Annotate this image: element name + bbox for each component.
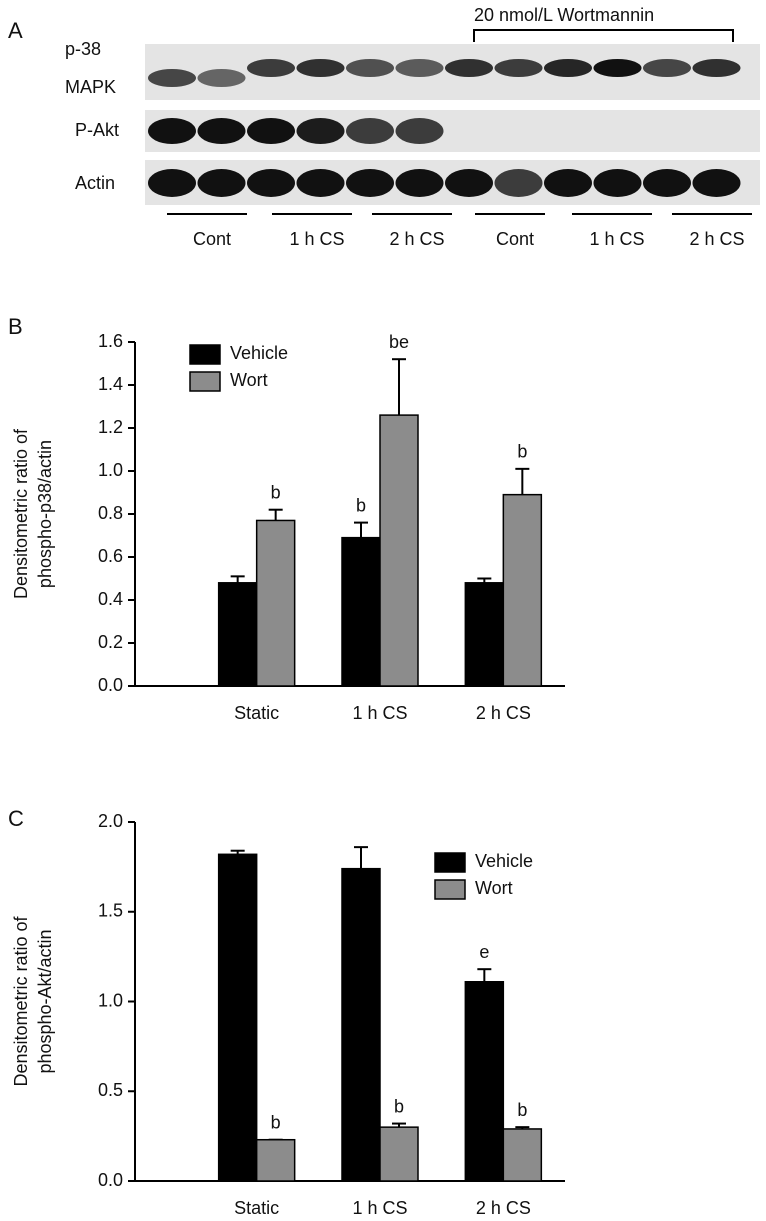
legend-label: Vehicle bbox=[475, 851, 533, 871]
y-axis-label: phospho-p38/actin bbox=[35, 440, 55, 588]
panel-letter: B bbox=[8, 314, 23, 339]
y-tick-label: 0.0 bbox=[98, 675, 123, 695]
bar bbox=[255, 519, 296, 687]
bar bbox=[379, 414, 419, 687]
blot-band bbox=[197, 69, 246, 87]
blot-band bbox=[247, 59, 295, 77]
lane-group-label: 1 h CS bbox=[289, 229, 344, 249]
y-tick-label: 0.0 bbox=[98, 1170, 123, 1190]
blot-band bbox=[197, 169, 246, 197]
x-tick-label: 1 h CS bbox=[352, 1198, 407, 1218]
blot-band bbox=[296, 59, 345, 77]
y-tick-label: 2.0 bbox=[98, 811, 123, 831]
blot-band bbox=[544, 59, 592, 77]
significance-label: e bbox=[479, 942, 489, 962]
bar bbox=[379, 1126, 419, 1182]
row-label: Actin bbox=[75, 173, 115, 193]
legend-swatch bbox=[434, 852, 466, 873]
blot-band bbox=[643, 169, 691, 197]
blot-band bbox=[395, 169, 444, 197]
blot-band bbox=[148, 69, 196, 87]
significance-label: b bbox=[271, 482, 281, 502]
bar bbox=[255, 1138, 296, 1182]
lane-group-label: 2 h CS bbox=[689, 229, 744, 249]
lane-group-label: 1 h CS bbox=[589, 229, 644, 249]
blot-band bbox=[445, 59, 493, 77]
x-tick-label: Static bbox=[234, 703, 279, 723]
bar bbox=[341, 536, 381, 687]
y-tick-label: 0.6 bbox=[98, 546, 123, 566]
blot-band bbox=[445, 169, 493, 197]
bar bbox=[464, 582, 505, 687]
blot-band bbox=[346, 169, 394, 197]
row-label: MAPK bbox=[65, 77, 116, 97]
bar bbox=[502, 493, 543, 687]
x-tick-label: 2 h CS bbox=[476, 1198, 531, 1218]
blot-band bbox=[148, 169, 196, 197]
bar bbox=[464, 981, 505, 1182]
row-label: P-Akt bbox=[75, 120, 119, 140]
y-tick-label: 0.2 bbox=[98, 632, 123, 652]
blot-band bbox=[494, 59, 543, 77]
blot-band bbox=[247, 118, 295, 144]
y-tick-label: 0.8 bbox=[98, 503, 123, 523]
bar bbox=[217, 582, 258, 687]
y-tick-label: 0.5 bbox=[98, 1080, 123, 1100]
lane-group-label: 2 h CS bbox=[389, 229, 444, 249]
legend-swatch bbox=[189, 371, 221, 392]
blot-band bbox=[593, 59, 642, 77]
legend-label: Vehicle bbox=[230, 343, 288, 363]
significance-label: b bbox=[394, 1096, 404, 1116]
blot-band bbox=[296, 169, 345, 197]
significance-label: b bbox=[356, 495, 366, 515]
y-axis-label: Densitometric ratio of bbox=[11, 428, 31, 599]
blot-band bbox=[692, 59, 741, 77]
blot-band bbox=[346, 59, 394, 77]
blot-band bbox=[692, 169, 741, 197]
significance-label: b bbox=[271, 1112, 281, 1132]
panel-letter: A bbox=[8, 18, 23, 43]
row-label: p-38 bbox=[65, 39, 101, 59]
y-axis-label: Densitometric ratio of bbox=[11, 915, 31, 1086]
panel-letter: C bbox=[8, 806, 24, 831]
blot-band bbox=[296, 118, 345, 144]
y-tick-label: 0.4 bbox=[98, 589, 123, 609]
y-axis-label: phospho-Akt/actin bbox=[35, 929, 55, 1073]
bracket bbox=[473, 29, 734, 42]
blot-band bbox=[593, 169, 642, 197]
y-tick-label: 1.2 bbox=[98, 417, 123, 437]
blot-band bbox=[346, 118, 394, 144]
blot-band bbox=[148, 118, 196, 144]
significance-label: b bbox=[517, 442, 527, 462]
significance-label: be bbox=[389, 332, 409, 352]
blot-band bbox=[494, 169, 543, 197]
y-tick-label: 1.6 bbox=[98, 331, 123, 351]
y-tick-label: 1.5 bbox=[98, 901, 123, 921]
blot-band bbox=[247, 169, 295, 197]
x-tick-label: 1 h CS bbox=[352, 703, 407, 723]
legend-swatch bbox=[434, 879, 466, 900]
blot-band bbox=[544, 169, 592, 197]
blot-band bbox=[395, 59, 444, 77]
lane-group-label: Cont bbox=[193, 229, 231, 249]
lane-group-label: Cont bbox=[496, 229, 534, 249]
treatment-label: 20 nmol/L Wortmannin bbox=[474, 5, 654, 25]
y-tick-label: 1.4 bbox=[98, 374, 123, 394]
blot-band bbox=[395, 118, 444, 144]
legend-label: Wort bbox=[475, 878, 513, 898]
x-tick-label: Static bbox=[234, 1198, 279, 1218]
significance-label: b bbox=[517, 1100, 527, 1120]
blot-band bbox=[643, 59, 691, 77]
y-tick-label: 1.0 bbox=[98, 460, 123, 480]
legend-label: Wort bbox=[230, 370, 268, 390]
blot-band bbox=[197, 118, 246, 144]
x-tick-label: 2 h CS bbox=[476, 703, 531, 723]
legend-swatch bbox=[189, 344, 221, 365]
bar bbox=[217, 853, 258, 1182]
bar bbox=[502, 1128, 543, 1182]
y-tick-label: 1.0 bbox=[98, 990, 123, 1010]
bar bbox=[341, 867, 381, 1182]
